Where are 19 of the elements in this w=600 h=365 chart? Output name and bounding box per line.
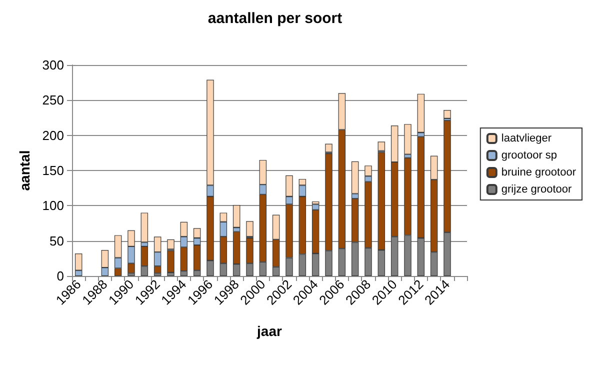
y-tick-label: 250 <box>42 92 64 108</box>
bar <box>417 94 425 133</box>
legend-label: grijze grootoor <box>501 184 572 196</box>
legend-label: grootoor sp <box>501 150 558 162</box>
bar <box>404 124 412 154</box>
y-axis-title: aantal <box>16 150 32 191</box>
bar <box>232 204 240 228</box>
legend-label: bruine grootoor <box>501 166 576 178</box>
bar <box>140 212 148 242</box>
y-tick-label: 0 <box>56 268 64 284</box>
y-tick-label: 200 <box>42 128 64 143</box>
y-tick-label: 100 <box>42 198 64 214</box>
y-tick-label: 300 <box>42 58 64 72</box>
chart-title: aantallen per soort <box>208 10 342 27</box>
y-tick-label: 50 <box>50 233 64 248</box>
bar <box>444 110 451 118</box>
x-axis-title: jaar <box>256 323 282 339</box>
legend-label: laatvlieger <box>501 132 552 144</box>
y-tick-label: 150 <box>42 163 64 178</box>
